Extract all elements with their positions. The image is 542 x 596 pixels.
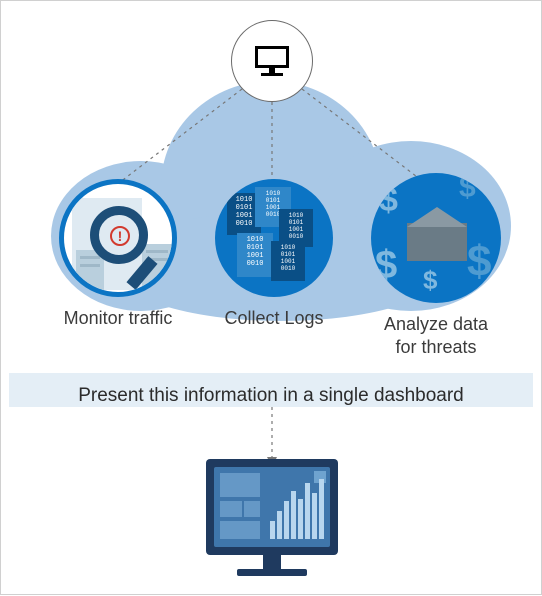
feature-label: Collect Logs [195,307,353,330]
banner-text: Present this information in a single das… [78,385,464,406]
feature-label: Analyze datafor threats [351,313,521,358]
feature-collect-logs: 1010 0101 1001 00101010 0101 1001 001010… [195,179,353,330]
dashboard-monitor-icon [206,459,338,555]
feature-monitor-traffic: ! Monitor traffic [39,179,197,330]
feature-analyze-threats: $$$$$ Analyze datafor threats [351,173,521,358]
collect-logs-icon: 1010 0101 1001 00101010 0101 1001 001010… [215,179,333,297]
dashboard-computer [206,459,338,576]
monitor-traffic-icon: ! [59,179,177,297]
computer-icon [255,46,289,76]
analyze-threats-icon: $$$$$ [371,173,501,303]
source-computer-node [231,20,313,102]
diagram-stage: ! Monitor traffic 1010 0101 1001 0010101… [1,1,541,594]
summary-banner: Present this information in a single das… [9,373,533,407]
feature-label: Monitor traffic [39,307,197,330]
